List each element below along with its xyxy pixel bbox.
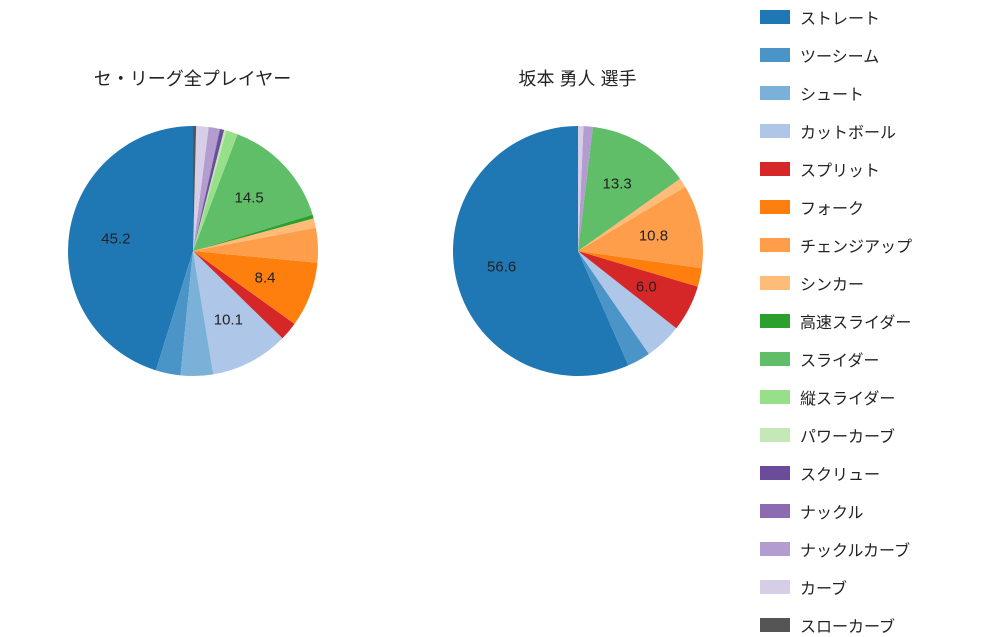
legend-item: カットボール [760,119,990,143]
legend-label: スプリット [800,157,880,181]
legend-item: シンカー [760,271,990,295]
legend-item: スライダー [760,347,990,371]
legend-item: シュート [760,81,990,105]
legend-item: スプリット [760,157,990,181]
legend-label: チェンジアップ [800,233,912,257]
legend-label: 縦スライダー [800,385,895,409]
chart-block: セ・リーグ全プレイヤー 45.2 10.1 8.4 14.5 [10,20,375,560]
legend-item: フォーク [760,195,990,219]
legend-label: フォーク [800,195,864,219]
legend-item: ストレート [760,5,990,29]
legend-label: 高速スライダー [800,309,911,333]
legend-item: ナックル [760,499,990,523]
legend-label: シンカー [800,271,864,295]
slice-label: 56.6 [487,258,516,275]
legend-label: パワーカーブ [800,423,895,447]
legend-swatch [760,580,790,594]
legend-item: チェンジアップ [760,233,990,257]
legend-swatch [760,466,790,480]
slice-label: 45.2 [101,231,130,248]
legend-label: カーブ [800,575,847,599]
slice-label: 6.0 [636,278,657,295]
pie-svg [428,101,728,401]
legend-label: ツーシーム [800,43,879,67]
legend-label: スクリュー [800,461,880,485]
slice-label: 14.5 [235,190,264,207]
legend-item: スローカーブ [760,613,990,637]
chart-block: 坂本 勇人 選手 56.6 6.0 10.8 13.3 [395,20,760,560]
slice-label: 13.3 [603,176,632,193]
slice-label: 10.1 [214,311,243,328]
legend-item: ツーシーム [760,43,990,67]
legend-label: スライダー [800,347,879,371]
slice-label: 8.4 [255,270,276,287]
legend-label: ストレート [800,5,880,29]
legend-swatch [760,48,790,62]
legend-swatch [760,124,790,138]
pie-chart: 56.6 6.0 10.8 13.3 [428,101,728,401]
pie-svg [43,101,343,401]
legend: ストレートツーシームシュートカットボールスプリットフォークチェンジアップシンカー… [760,0,1000,600]
legend-item: カーブ [760,575,990,599]
legend-label: ナックルカーブ [800,537,910,561]
legend-swatch [760,352,790,366]
legend-label: ナックル [800,499,864,523]
legend-swatch [760,10,790,24]
legend-label: スローカーブ [800,613,895,637]
legend-swatch [760,86,790,100]
pie-chart: 45.2 10.1 8.4 14.5 [43,101,343,401]
legend-item: スクリュー [760,461,990,485]
legend-swatch [760,276,790,290]
chart-title: セ・リーグ全プレイヤー [94,65,291,91]
legend-label: シュート [800,81,864,105]
legend-item: 縦スライダー [760,385,990,409]
legend-label: カットボール [800,119,896,143]
legend-swatch [760,428,790,442]
legend-swatch [760,390,790,404]
legend-swatch [760,542,790,556]
legend-swatch [760,618,790,632]
chart-title: 坂本 勇人 選手 [518,65,636,91]
slice-label: 10.8 [639,227,668,244]
legend-swatch [760,314,790,328]
charts-area: セ・リーグ全プレイヤー 45.2 10.1 8.4 14.5 坂本 勇人 選手 56.6 6.… [0,0,760,600]
legend-swatch [760,238,790,252]
legend-item: パワーカーブ [760,423,990,447]
legend-item: ナックルカーブ [760,537,990,561]
legend-item: 高速スライダー [760,309,990,333]
legend-swatch [760,162,790,176]
legend-swatch [760,200,790,214]
legend-swatch [760,504,790,518]
